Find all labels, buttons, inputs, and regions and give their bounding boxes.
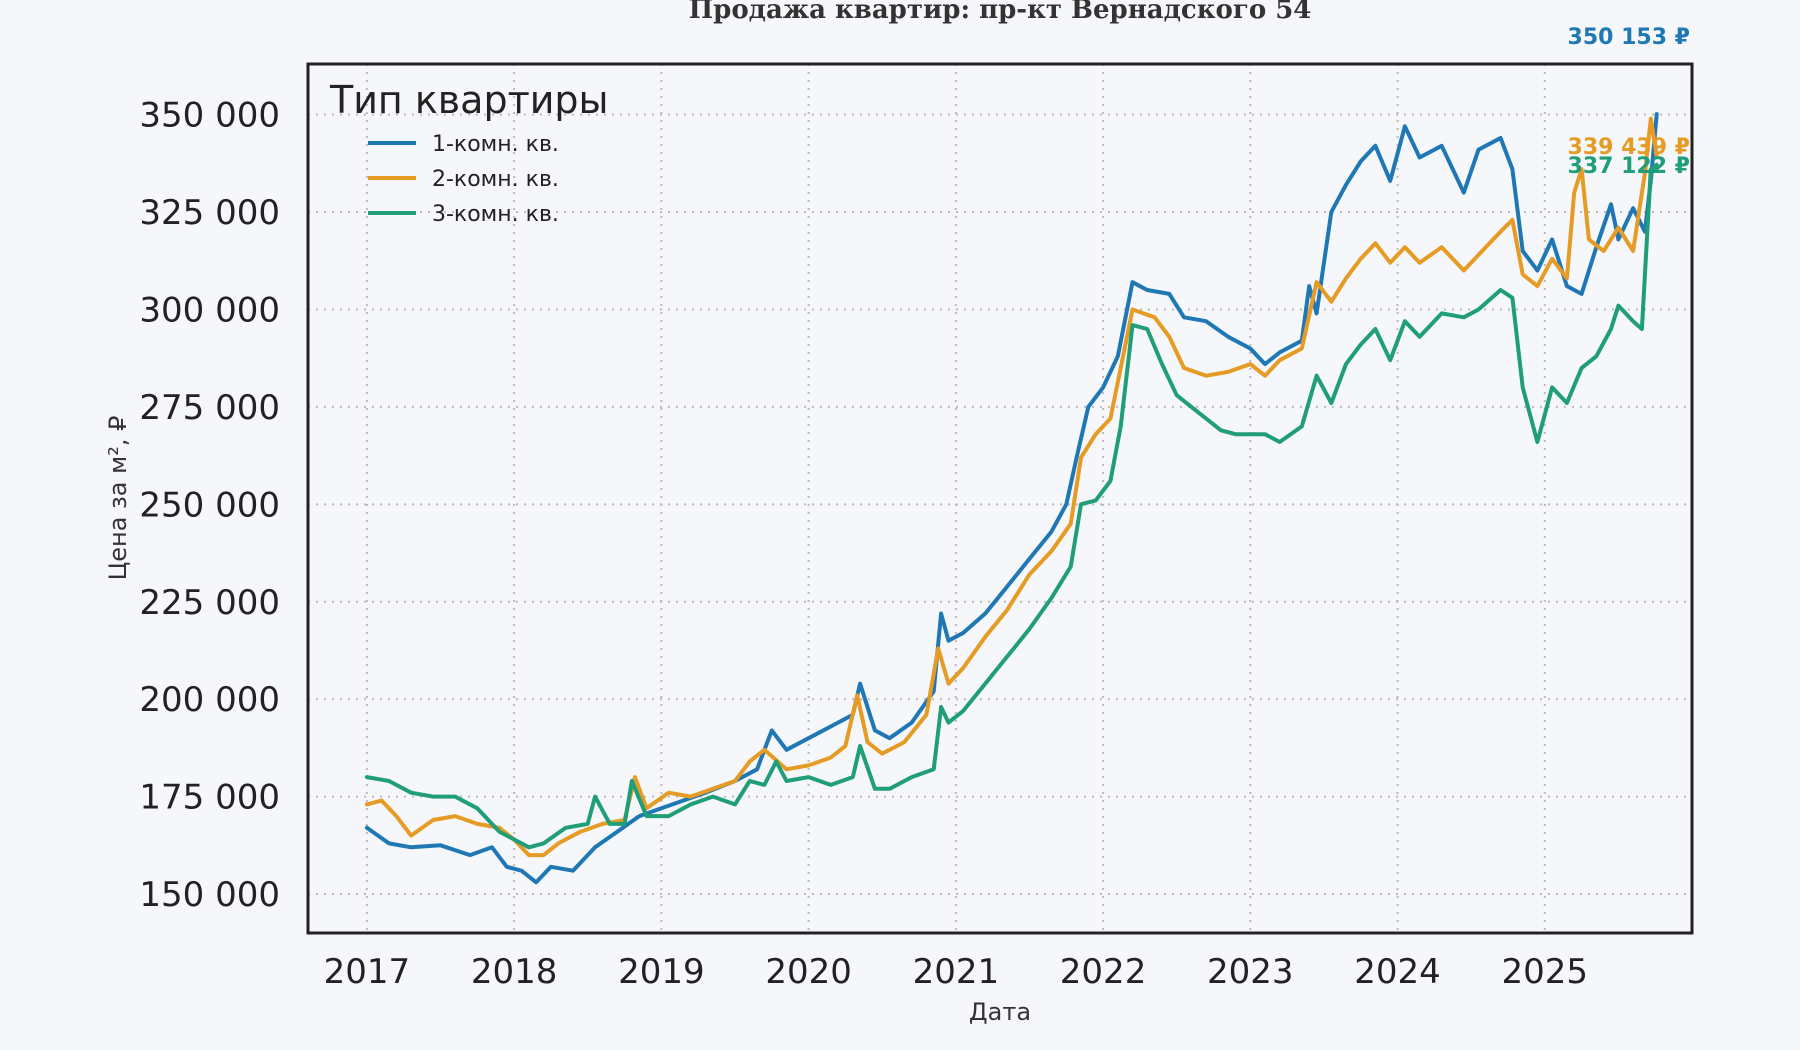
x-tick-label: 2019 xyxy=(618,952,705,992)
y-tick-label: 325 000 xyxy=(139,193,280,233)
series-lines xyxy=(364,112,1659,885)
x-tick-label: 2022 xyxy=(1060,952,1147,992)
x-tick-label: 2023 xyxy=(1207,952,1294,992)
legend-title: Тип квартиры xyxy=(329,78,609,122)
x-tick-label: 2020 xyxy=(765,952,852,992)
x-axis-ticks: 2017 2018 2019 2020 2021 2022 2023 2024 2025 xyxy=(324,952,1588,992)
x-tick-label: 2021 xyxy=(913,952,1000,992)
y-tick-label: 275 000 xyxy=(139,388,280,428)
end-value-label: 339 439 ₽ xyxy=(1568,135,1690,160)
y-tick-label: 175 000 xyxy=(139,778,280,818)
x-tick-label: 2024 xyxy=(1354,952,1441,992)
chart-title: Продажа квартир: пр-кт Вернадского 54 xyxy=(689,0,1312,25)
legend-label: 2-комн. кв. xyxy=(432,167,559,192)
y-tick-label: 225 000 xyxy=(139,583,280,623)
series-line-1 xyxy=(364,112,1659,885)
legend-label: 3-комн. кв. xyxy=(432,202,559,227)
y-tick-label: 200 000 xyxy=(139,680,280,720)
y-tick-label: 350 000 xyxy=(139,96,280,136)
legend: Тип квартиры 1-комн. кв. 2-комн. кв. 3-ком… xyxy=(329,78,609,227)
legend-items: 1-комн. кв. 2-комн. кв. 3-комн. кв. xyxy=(368,132,559,227)
x-tick-label: 2017 xyxy=(324,952,411,992)
end-value-label: 337 122 ₽ xyxy=(1568,154,1690,179)
legend-label: 1-комн. кв. xyxy=(432,132,559,157)
y-tick-label: 150 000 xyxy=(139,875,280,915)
y-axis-ticks: 150 000 175 000 200 000 225 000 250 000 275 0… xyxy=(139,96,280,915)
x-tick-label: 2025 xyxy=(1502,952,1589,992)
x-tick-label: 2018 xyxy=(471,952,558,992)
grid xyxy=(308,64,1692,933)
series-line-2 xyxy=(364,116,1659,858)
y-tick-label: 250 000 xyxy=(139,485,280,525)
y-tick-label: 300 000 xyxy=(139,291,280,331)
y-axis-label: Цена за м², ₽ xyxy=(104,416,132,581)
end-labels: 350 153 ₽ 339 439 ₽337 122 ₽ xyxy=(1568,25,1690,179)
end-value-label: 350 153 ₽ xyxy=(1568,25,1690,50)
plot-frame xyxy=(306,62,1694,935)
x-axis-label: Дата xyxy=(969,998,1031,1026)
series-line-3 xyxy=(364,162,1659,850)
